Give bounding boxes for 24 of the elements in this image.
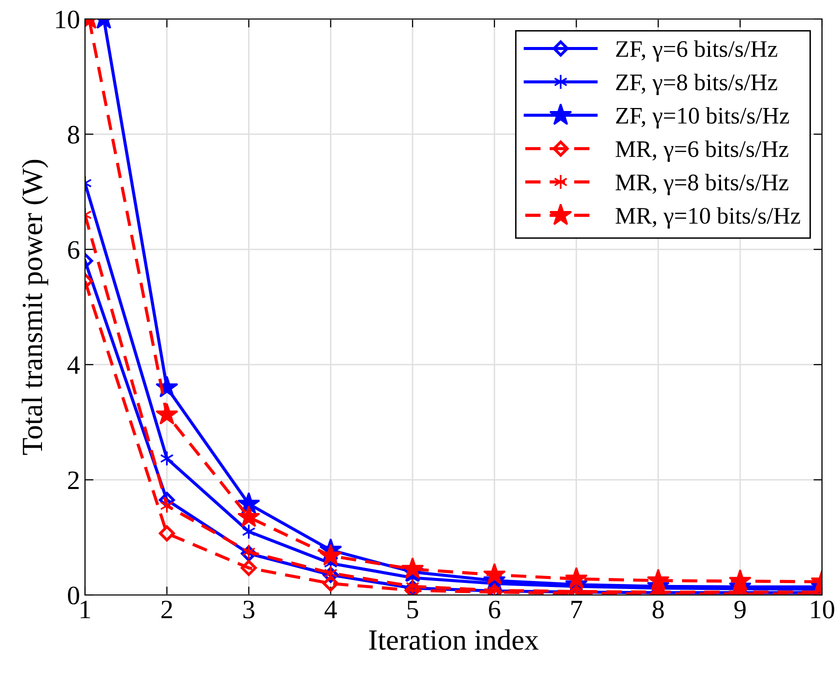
x-tick-label: 5 xyxy=(407,600,418,618)
x-tick-label: 6 xyxy=(488,600,500,618)
legend-label: MR, γ=10 bits/s/Hz xyxy=(616,207,800,229)
x-tick-label: 4 xyxy=(324,600,337,618)
x-tick-label: 9 xyxy=(734,600,746,618)
y-tick-label: 10 xyxy=(56,10,80,28)
y-tick-label: 0 xyxy=(68,586,80,604)
y-axis-title: Total transmit power (W) xyxy=(22,160,48,455)
legend-label: ZF, γ=10 bits/s/Hz xyxy=(616,107,790,129)
x-axis-title: Iteration index xyxy=(369,629,539,650)
x-tick-label: 1 xyxy=(80,600,90,618)
x-tick-label: 8 xyxy=(652,600,664,618)
x-tick-label: 2 xyxy=(161,600,172,618)
y-tick-label: 8 xyxy=(68,126,80,144)
legend-label: MR, γ=8 bits/s/Hz xyxy=(616,174,788,196)
x-tick-label: 7 xyxy=(571,600,582,618)
legend-label: ZF, γ=6 bits/s/Hz xyxy=(616,40,778,62)
legend-label: MR, γ=6 bits/s/Hz xyxy=(616,140,788,162)
x-tick-label: 10 xyxy=(811,600,834,618)
x-tick-label: 3 xyxy=(243,600,254,618)
y-tick-label: 4 xyxy=(67,356,80,374)
y-tick-label: 6 xyxy=(68,241,80,259)
y-tick-label: 2 xyxy=(68,471,79,489)
legend-label: ZF, γ=8 bits/s/Hz xyxy=(616,74,778,96)
